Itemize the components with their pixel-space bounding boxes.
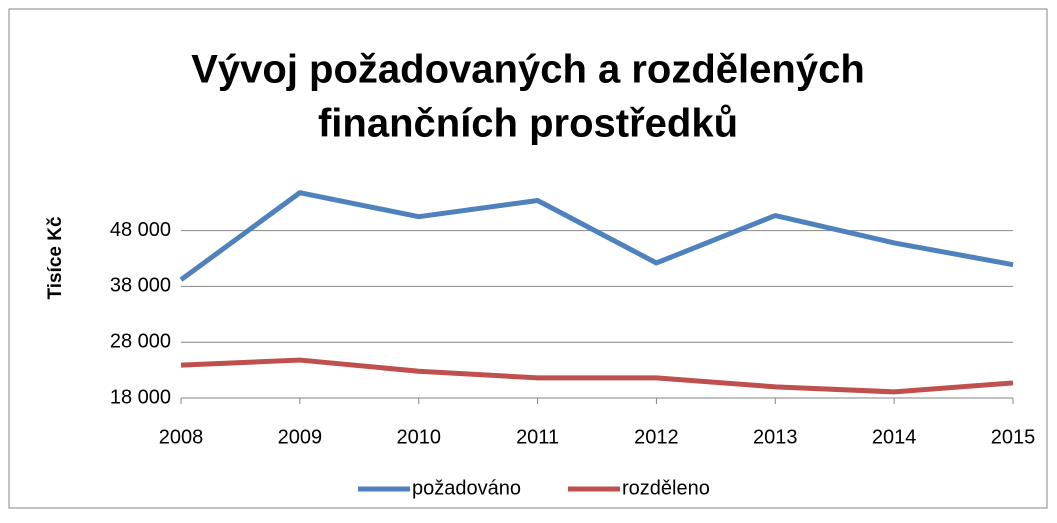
y-tick-label: 28 000 <box>110 330 171 352</box>
y-tick-label: 38 000 <box>110 275 171 297</box>
x-tick-label: 2009 <box>278 426 323 448</box>
x-tick-label: 2012 <box>634 426 679 448</box>
x-tick-label: 2008 <box>159 426 204 448</box>
x-tick-label: 2011 <box>516 426 559 448</box>
y-tick-label: 18 000 <box>110 386 171 408</box>
series-line <box>180 357 1014 395</box>
x-tick-label: 2014 <box>872 426 917 448</box>
y-tick-label: 48 000 <box>110 219 171 241</box>
chart-title: Vývoj požadovaných a rozdělených <box>191 48 865 92</box>
x-tick-label: 2015 <box>991 426 1036 448</box>
series-line <box>179 190 1014 282</box>
chart-title: finančních prostředků <box>318 102 738 146</box>
x-tick-label: 2010 <box>396 426 441 448</box>
y-axis-label: Tisíce Kč <box>45 216 66 300</box>
chart-border <box>8 8 1048 509</box>
legend-label: požadováno <box>412 477 521 499</box>
x-tick-label: 2013 <box>753 426 798 448</box>
legend-label: rozděleno <box>622 477 710 499</box>
